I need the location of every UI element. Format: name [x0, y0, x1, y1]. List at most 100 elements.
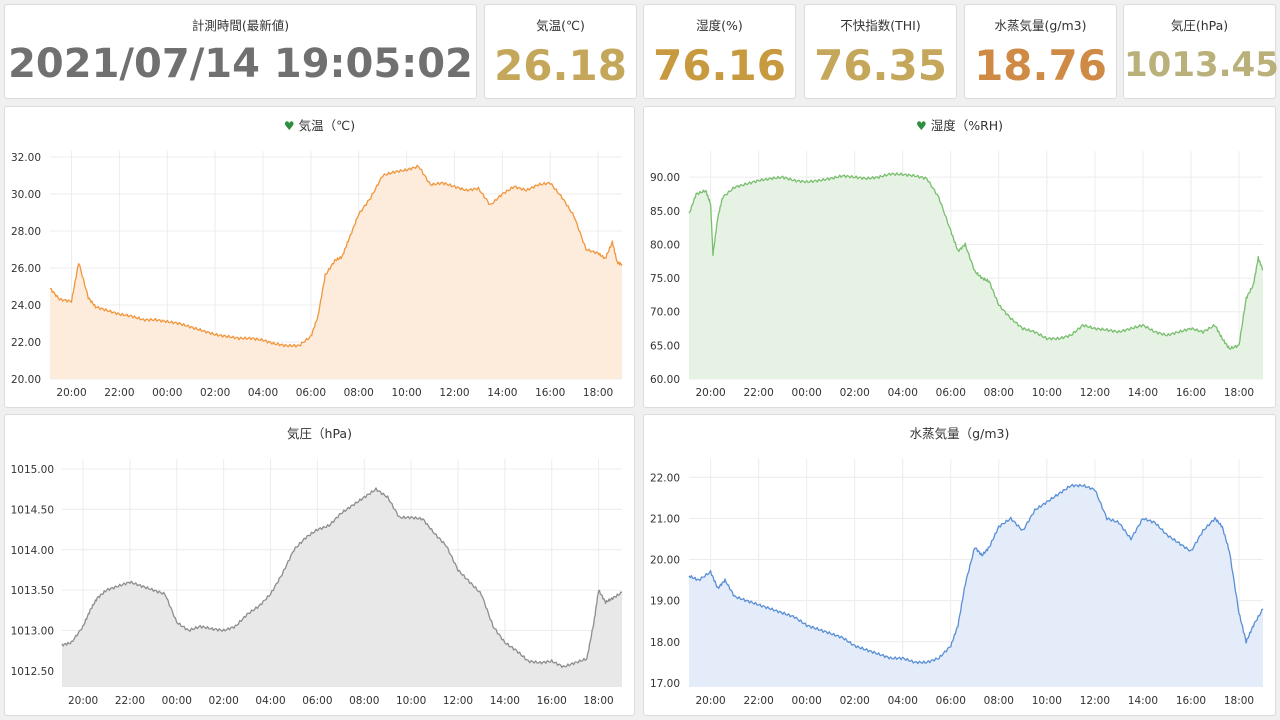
stat-title: 湿度(%)	[696, 18, 743, 33]
x-tick-label: 16:00	[535, 387, 565, 399]
stat-value: 18.76	[974, 41, 1107, 90]
stat-panel-time: 計測時間(最新値) 2021/07/14 19:05:02	[4, 4, 477, 99]
y-tick-label: 24.00	[11, 300, 41, 312]
series-area	[62, 488, 622, 687]
x-tick-label: 20:00	[695, 387, 725, 399]
y-tick-label: 18.00	[650, 637, 680, 649]
stat-title: 水蒸気量(g/m3)	[994, 18, 1087, 33]
stat-value: 76.35	[814, 41, 947, 90]
series-line	[688, 483, 1264, 665]
x-tick-label: 04:00	[248, 387, 278, 399]
series-area	[689, 484, 1263, 687]
x-tick-label: 20:00	[56, 387, 86, 399]
y-tick-label: 30.00	[11, 189, 41, 201]
x-tick-label: 18:00	[1224, 695, 1254, 707]
x-tick-label: 06:00	[936, 387, 966, 399]
x-tick-label: 18:00	[583, 387, 613, 399]
y-tick-label: 32.00	[11, 152, 41, 164]
y-tick-label: 80.00	[650, 239, 680, 251]
x-tick-label: 06:00	[302, 695, 332, 707]
stat-value: 2021/07/14 19:05:02	[8, 41, 473, 87]
stat-panel-vapor: 水蒸気量(g/m3) 18.76	[964, 4, 1117, 99]
x-tick-label: 22:00	[115, 695, 145, 707]
chart-title-text: 湿度（%RH)	[930, 118, 1004, 133]
x-tick-label: 08:00	[344, 387, 374, 399]
x-tick-label: 06:00	[296, 387, 326, 399]
chart-panel-temperature: ♥ 気温（℃) 20:00 22:00 00:00 02:00 04:00 06:00 08:…	[4, 106, 635, 408]
y-tick-label: 75.00	[650, 273, 680, 285]
y-tick-label: 1013.50	[11, 585, 54, 597]
x-tick-label: 00:00	[792, 695, 822, 707]
x-tick-label: 00:00	[792, 387, 822, 399]
x-tick-label: 20:00	[68, 695, 98, 707]
x-tick-label: 02:00	[200, 387, 230, 399]
x-tick-label: 10:00	[396, 695, 426, 707]
stat-value: 26.18	[494, 41, 627, 90]
x-tick-label: 00:00	[152, 387, 182, 399]
y-tick-label: 26.00	[11, 263, 41, 275]
y-tick-label: 1012.50	[11, 666, 54, 678]
x-tick-label: 12:00	[1080, 387, 1110, 399]
x-tick-label: 00:00	[162, 695, 192, 707]
stat-title: 気温(℃)	[536, 18, 585, 33]
series-area	[50, 165, 622, 379]
x-tick-label: 16:00	[537, 695, 567, 707]
x-tick-label: 16:00	[1176, 387, 1206, 399]
series-line	[49, 164, 623, 348]
x-tick-label: 14:00	[1128, 695, 1158, 707]
chart-title-text: 水蒸気量（g/m3)	[909, 426, 1010, 441]
x-tick-label: 06:00	[936, 695, 966, 707]
stat-panel-pressure: 気圧(hPa) 1013.45	[1123, 4, 1279, 99]
y-tick-label: 1015.00	[11, 464, 54, 476]
x-tick-label: 18:00	[583, 695, 613, 707]
x-tick-label: 04:00	[888, 695, 918, 707]
chart-panel-humidity: ♥ 湿度（%RH) 20:00 22:00 00:00 02:00 04:00 06:00 0…	[643, 106, 1276, 408]
x-tick-label: 18:00	[1224, 387, 1254, 399]
x-tick-label: 04:00	[888, 387, 918, 399]
chart-svg: 20:00 22:00 00:00 02:00 04:00 06:00 08:00 10:00…	[650, 459, 1264, 707]
x-tick-label: 08:00	[984, 387, 1014, 399]
y-tick-label: 70.00	[650, 307, 680, 319]
y-tick-label: 85.00	[650, 206, 680, 218]
x-tick-label: 12:00	[439, 387, 469, 399]
x-tick-label: 14:00	[490, 695, 520, 707]
stat-title: 気圧(hPa)	[1170, 18, 1229, 33]
x-tick-label: 22:00	[744, 387, 774, 399]
y-tick-label: 1013.00	[11, 625, 54, 637]
y-tick-label: 19.00	[650, 596, 680, 608]
chart-title: ♥ 気温（℃)	[5, 115, 634, 134]
y-tick-label: 22.00	[650, 472, 680, 484]
x-tick-label: 14:00	[1128, 387, 1158, 399]
heart-icon: ♥	[915, 119, 927, 133]
stat-panel-thi: 不快指数(THI) 76.35	[804, 4, 957, 99]
y-tick-label: 17.00	[650, 678, 680, 690]
heart-icon: ♥	[283, 119, 295, 133]
chart-title: ♥ 湿度（%RH)	[644, 115, 1275, 134]
series-line	[688, 172, 1264, 350]
y-tick-label: 90.00	[650, 172, 680, 184]
y-tick-label: 20.00	[11, 374, 41, 386]
x-tick-label: 14:00	[487, 387, 517, 399]
chart-title-text: 気温（℃)	[298, 118, 356, 133]
chart-svg: 20:00 22:00 00:00 02:00 04:00 06:00 08:00 10:00…	[11, 459, 623, 707]
chart-title: 水蒸気量（g/m3)	[644, 423, 1275, 442]
series-area	[689, 172, 1263, 379]
x-tick-label: 20:00	[695, 695, 725, 707]
x-tick-label: 02:00	[840, 387, 870, 399]
x-tick-label: 16:00	[1176, 695, 1206, 707]
x-tick-label: 02:00	[840, 695, 870, 707]
x-tick-label: 08:00	[984, 695, 1014, 707]
x-tick-label: 22:00	[744, 695, 774, 707]
y-tick-label: 65.00	[650, 340, 680, 352]
series-line	[61, 487, 623, 669]
chart-svg: 20:00 22:00 00:00 02:00 04:00 06:00 08:00 10:00…	[650, 151, 1264, 399]
x-tick-label: 04:00	[255, 695, 285, 707]
stat-panel-humidity: 湿度(%) 76.16	[643, 4, 796, 99]
y-tick-label: 1014.00	[11, 545, 54, 557]
chart-svg: 20:00 22:00 00:00 02:00 04:00 06:00 08:00 10:00…	[11, 151, 623, 399]
x-tick-label: 02:00	[209, 695, 239, 707]
x-tick-label: 10:00	[1032, 695, 1062, 707]
chart-title-text: 気圧（hPa)	[287, 426, 352, 441]
y-tick-label: 28.00	[11, 226, 41, 238]
x-tick-label: 10:00	[391, 387, 421, 399]
